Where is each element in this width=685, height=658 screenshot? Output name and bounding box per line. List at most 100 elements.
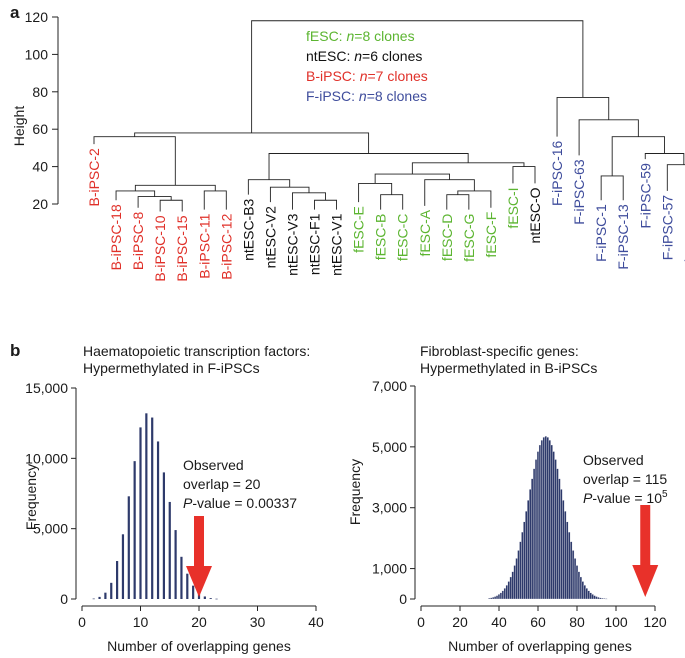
hist2-bar [523, 521, 526, 600]
hist1-bar [139, 427, 142, 599]
legend-f-ipsc: F-iPSC: n=8 clones [306, 88, 427, 104]
leaf-label-ntesc-v3: ntESC-V3 [284, 213, 300, 275]
hist1-arrow-head [186, 566, 212, 597]
leaf-label-b-ipsc-15: B-iPSC-15 [174, 215, 190, 281]
hist2-bar [542, 437, 545, 600]
hist2-bar [532, 468, 536, 600]
hist2-bar [568, 531, 571, 600]
hist1-arrow-shaft [194, 516, 204, 566]
leaf-label-f-ipsc-16: F-iPSC-16 [549, 140, 565, 206]
hist1-x-tick-label: 30 [250, 614, 266, 630]
hist1-y-tick-label: 15,000 [25, 380, 68, 396]
hist2-bars [488, 436, 608, 600]
hist2-bar [509, 576, 512, 600]
hist2-bar [599, 597, 602, 600]
dendrogram-y-tick-label: 60 [32, 121, 48, 137]
leaf-label-fesc-e: fESC-E [351, 206, 367, 253]
hist2-bar [490, 597, 493, 600]
leaf-label-b-ipsc-10: B-iPSC-10 [152, 215, 168, 281]
dendrogram-merge-m1 [159, 199, 183, 212]
hist2-bar [552, 451, 555, 600]
legend-fesc: fESC: n=8 clones [306, 28, 415, 44]
hist1-annotation-line2: overlap = 20 [183, 476, 261, 492]
dendrogram-y-tick-label: 80 [32, 84, 48, 100]
hist2-bar [575, 565, 579, 600]
hist2-bar [521, 531, 524, 600]
hist2-bar [525, 511, 528, 600]
dendrogram-merge-m21 [600, 175, 624, 201]
hist2-bar [556, 468, 559, 600]
hist2-annotation-line2: overlap = 115 [583, 471, 667, 487]
hist1-bar [116, 561, 119, 599]
dendrogram-y-axis: 20 40 60 80 100 120 [25, 9, 59, 212]
hist2-y-tick-label: 1,000 [372, 561, 407, 577]
dendrogram-merge-m16 [374, 173, 451, 184]
leaf-label-b-ipsc-2: B-iPSC-2 [86, 148, 102, 207]
hist2-y-tick-label: 0 [399, 591, 407, 607]
hist2-bar [501, 590, 505, 600]
panel-b-label: b [10, 341, 20, 360]
hist1-bar [92, 598, 95, 600]
hist2-bar [560, 489, 563, 600]
hist2-bar [546, 437, 549, 600]
legend-ntesc: ntESC: n=6 clones [306, 48, 422, 64]
leaf-label-fesc-f: fESC-F [483, 212, 499, 258]
hist2-bar [579, 576, 583, 600]
dendrogram-y-axis-label: Height [11, 106, 27, 147]
hist1-x-axis-label: Number of overlapping genes [107, 638, 291, 654]
hist2-bar [595, 596, 598, 600]
hist2-bar [519, 541, 522, 600]
leaf-label-f-ipsc-54: F-iPSC-54 [681, 210, 685, 276]
hist2-bar [493, 596, 497, 600]
hist1-bar [215, 598, 218, 600]
hist2-bar [527, 500, 530, 600]
leaf-label-fesc-b: fESC-B [373, 214, 389, 261]
dendrogram-merge-m12 [358, 182, 393, 203]
hist2-bar [529, 489, 532, 600]
leaf-label-f-ipsc-57: F-iPSC-57 [659, 195, 675, 261]
hist2-annotation-line1: Observed [583, 452, 644, 468]
hist2-bar [492, 597, 495, 600]
hist1-annotation: Observed overlap = 20 P-value = 0.00337 [183, 457, 297, 511]
hist2-bar [587, 590, 590, 600]
hist2-bar [550, 444, 553, 600]
hist2-bar [536, 451, 540, 600]
hist2-bar [540, 440, 544, 600]
hist1-y-tick-label: 5,000 [33, 521, 68, 537]
leaf-label-f-ipsc-13: F-iPSC-13 [615, 204, 631, 270]
leaf-label-f-ipsc-63: F-iPSC-63 [571, 159, 587, 225]
dendrogram-merge-m6 [93, 136, 176, 186]
dendrogram-merge-m9 [269, 186, 310, 203]
hist2-bar [499, 592, 503, 600]
hist1-annotation-line1: Observed [183, 457, 244, 473]
dendrogram-merge-m27 [556, 96, 610, 137]
hist2-bar [571, 550, 575, 600]
hist2-bar [488, 597, 491, 600]
hist1-bar [145, 413, 148, 599]
legend-b-ipsc: B-iPSC: n=7 clones [306, 68, 428, 84]
leaf-label-ntesc-v1: ntESC-V1 [329, 213, 345, 275]
hist2-x-tick-label: 60 [530, 614, 546, 630]
hist2-y-axis-label: Frequency [347, 459, 363, 525]
hist2-annotation-pvalue: P-value = 105 [583, 489, 668, 506]
hist2-bar [585, 588, 588, 600]
hist2-bar [605, 598, 608, 600]
hist2-bar [503, 588, 506, 600]
hist2-bar [515, 558, 518, 600]
hist2-bar [495, 595, 499, 600]
leaf-label-b-ipsc-18: B-iPSC-18 [108, 204, 124, 270]
dendrogram-y-tick-label: 120 [25, 9, 49, 25]
hist2-bar [554, 459, 557, 600]
hist1-bar [104, 592, 107, 599]
hist1-bars [92, 413, 218, 600]
leaf-label-ntesc-v2: ntESC-V2 [262, 206, 278, 268]
hist2-x-tick-label: 100 [604, 614, 628, 630]
hist1-y-tick-label: 10,000 [25, 450, 68, 466]
hist1-y-axis-label: Frequency [23, 464, 39, 530]
dendrogram-merge-m15 [424, 179, 475, 206]
hist2-annotation: Observed overlap = 115 P-value = 105 [583, 452, 668, 506]
dendrogram-merge-m2 [137, 196, 172, 208]
panel-a-label: a [10, 3, 20, 22]
hist2-bar [570, 541, 573, 600]
dendrogram-merge-m23 [666, 164, 685, 191]
